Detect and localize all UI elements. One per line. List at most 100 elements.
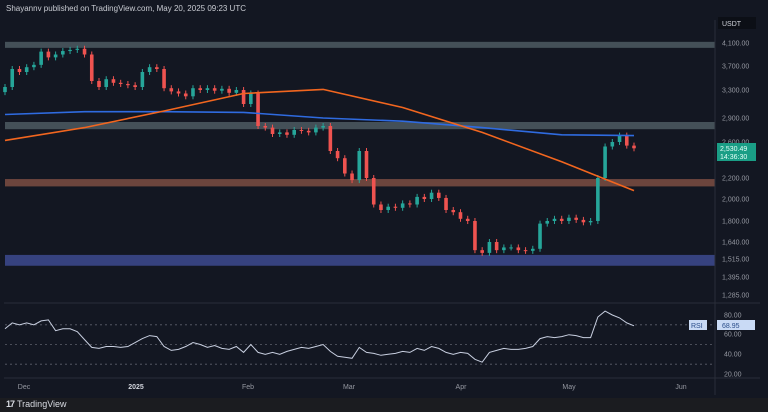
price-tick: 2,000.00 (722, 197, 749, 204)
candle-body (24, 67, 29, 72)
zone-support-2150[interactable] (5, 179, 715, 187)
price-chart[interactable]: 4,100.003,700.003,300.002,900.002,600.00… (0, 0, 768, 398)
price-tick: 2,200.00 (722, 176, 749, 183)
candle-body (530, 248, 535, 251)
candle-body (603, 146, 607, 178)
candle-body (588, 221, 593, 223)
candle-body (552, 218, 557, 221)
candle-body (111, 79, 116, 83)
ma-100-line[interactable] (4, 88, 635, 192)
time-tick: May (562, 384, 576, 391)
rsi-label-badge (689, 320, 707, 330)
candle-body (176, 91, 181, 94)
candle-body (306, 130, 311, 133)
candle-body (357, 151, 362, 181)
candle-body (68, 49, 72, 52)
candle-body (220, 88, 224, 91)
candle-body (205, 88, 210, 90)
candle-body (39, 51, 43, 65)
candle-body (429, 192, 434, 199)
candle-body (321, 126, 325, 128)
candle-body (32, 64, 36, 68)
chart-frame: Shayannv published on TradingView.com, M… (0, 0, 768, 398)
candle-body (126, 84, 130, 86)
candle-body (379, 204, 383, 210)
price-tick: 2,900.00 (722, 116, 749, 123)
price-tick: 3,700.00 (722, 64, 749, 71)
candle-body (596, 178, 600, 221)
candle-body (581, 219, 586, 223)
time-tick: Jun (675, 384, 686, 391)
candle-body (162, 69, 166, 89)
candle-body (285, 132, 289, 135)
candle-body (256, 93, 260, 126)
candle-body (53, 54, 58, 58)
candle-body (509, 247, 513, 249)
time-tick: Dec (18, 384, 31, 391)
candle-body (46, 51, 51, 58)
candle-body (277, 132, 282, 134)
candle-body (610, 142, 615, 147)
price-tick: 1,285.00 (722, 293, 749, 300)
rsi-pane (4, 310, 712, 365)
last-price-tag (717, 143, 756, 161)
candle-body (458, 212, 463, 219)
currency-badge (718, 17, 756, 29)
price-tick: 1,800.00 (722, 219, 749, 226)
zone-resistance-4100[interactable] (5, 41, 715, 48)
zone-support-1500[interactable] (5, 254, 715, 266)
candle-body (89, 54, 94, 81)
candle-body (502, 247, 506, 251)
candle-body (104, 79, 109, 87)
rsi-value: 68.95 (722, 323, 740, 330)
candle-body (617, 135, 622, 142)
candle-body (227, 88, 231, 93)
price-axis[interactable]: 4,100.003,700.003,300.002,900.002,600.00… (722, 41, 749, 300)
candle-body (624, 135, 629, 146)
candle-body (350, 173, 354, 181)
candle-body (408, 203, 412, 205)
tradingview-logo-icon: 17 (6, 399, 15, 409)
candle-body (559, 218, 564, 221)
candle-body (10, 69, 15, 87)
candle-body (270, 127, 275, 134)
candle-body (97, 81, 101, 87)
candle-body (191, 88, 195, 97)
candle-body (292, 130, 296, 135)
rsi-tick: 40.00 (724, 352, 742, 359)
ma-200-line[interactable] (4, 110, 635, 137)
candle-body (371, 178, 376, 205)
candle-body (422, 196, 427, 199)
candle-body (17, 69, 22, 72)
candle-body (567, 217, 571, 221)
time-tick: 2025 (128, 384, 144, 391)
candle-body (234, 90, 239, 93)
rsi-tick: 60.00 (724, 332, 742, 339)
rsi-label: RSI (691, 323, 703, 330)
candle-body (212, 88, 217, 91)
currency-label: USDT (722, 21, 742, 28)
zone-resistance-2800[interactable] (5, 122, 715, 130)
price-tick: 4,100.00 (722, 41, 749, 48)
candle-body (516, 247, 521, 251)
zones (5, 41, 715, 266)
candles (3, 45, 636, 256)
rsi-line[interactable] (4, 310, 635, 363)
time-tick: Mar (343, 384, 356, 391)
candle-body (118, 82, 123, 84)
candle-body (400, 203, 405, 208)
candle-body (494, 242, 499, 251)
candle-body (198, 88, 203, 90)
publish-info: Shayannv published on TradingView.com, M… (6, 4, 246, 13)
last-price: 2,530.49 (720, 146, 747, 153)
candle-body (386, 206, 390, 210)
candle-body (444, 197, 448, 210)
brand-name: TradingView (17, 399, 67, 409)
rsi-axis: 80.00 60.00 40.00 20.00 (724, 313, 742, 379)
candle-body (364, 151, 369, 178)
bar-countdown: 14:36:30 (720, 154, 747, 161)
price-tick: 1,640.00 (722, 240, 749, 247)
time-axis[interactable]: Dec 2025 Feb Mar Apr May Jun (18, 384, 687, 391)
tradingview-logo[interactable]: 17 TradingView (6, 399, 67, 409)
candle-body (3, 87, 7, 93)
